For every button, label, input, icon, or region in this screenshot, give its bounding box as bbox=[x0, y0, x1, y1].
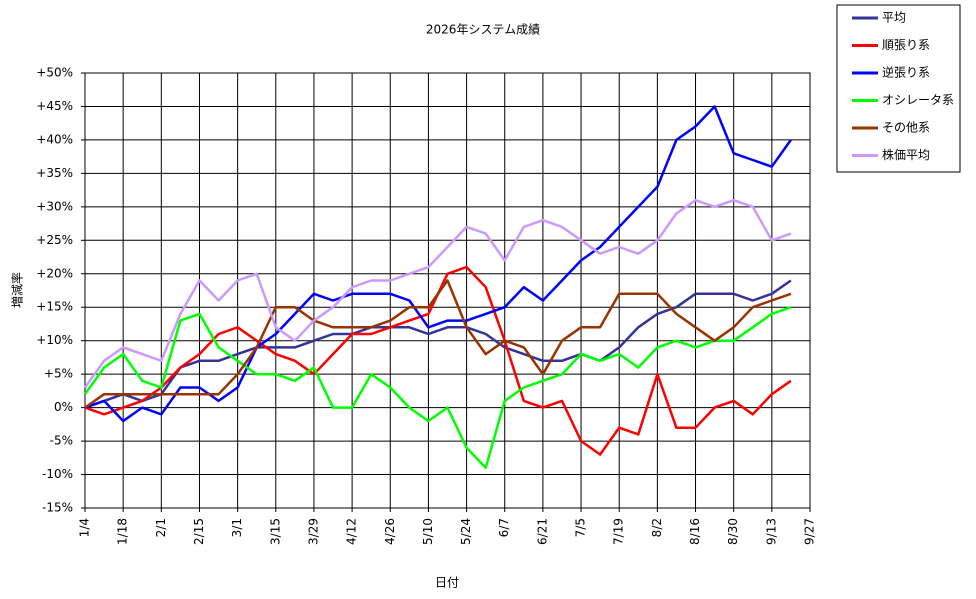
y-tick-label: +5% bbox=[44, 367, 73, 381]
y-tick-label: +40% bbox=[36, 132, 73, 146]
y-tick-label: +20% bbox=[36, 266, 73, 280]
x-tick-label: 5/10 bbox=[421, 518, 435, 545]
y-tick-label: -15% bbox=[42, 501, 73, 515]
chart-title: 2026年システム成績 bbox=[426, 23, 540, 37]
y-axis-label: 増減率 bbox=[10, 272, 25, 308]
x-tick-label: 2/15 bbox=[192, 518, 206, 545]
x-tick-label: 6/7 bbox=[497, 518, 511, 537]
x-tick-label: 1/4 bbox=[78, 518, 92, 537]
legend-label: 平均 bbox=[882, 11, 906, 25]
x-tick-label: 3/1 bbox=[230, 518, 244, 537]
y-tick-label: +25% bbox=[36, 233, 73, 247]
x-tick-label: 8/2 bbox=[650, 518, 664, 537]
y-tick-label: 0% bbox=[54, 400, 73, 414]
y-tick-label: +45% bbox=[36, 99, 73, 113]
x-tick-label: 7/19 bbox=[612, 518, 626, 545]
x-tick-label: 4/12 bbox=[345, 518, 359, 545]
legend-label: 株価平均 bbox=[882, 147, 930, 162]
legend-label: 逆張り系 bbox=[882, 65, 930, 80]
y-tick-label: -10% bbox=[42, 467, 73, 481]
x-tick-label: 7/5 bbox=[574, 518, 588, 537]
series-line bbox=[84, 279, 792, 409]
plot-frame bbox=[84, 72, 811, 509]
y-tick-label: +50% bbox=[36, 66, 73, 80]
legend-label: オシレータ系 bbox=[882, 93, 954, 107]
x-tick-label: 9/13 bbox=[764, 518, 778, 545]
y-tick-label: +35% bbox=[36, 166, 73, 180]
y-tick-label: +15% bbox=[36, 300, 73, 314]
x-tick-label: 3/15 bbox=[268, 518, 282, 545]
y-tick-label: +30% bbox=[36, 199, 73, 213]
x-tick-label: 6/21 bbox=[535, 518, 549, 545]
x-tick-label: 1/18 bbox=[116, 518, 130, 545]
legend-label: 順張り系 bbox=[882, 38, 930, 52]
series-line bbox=[84, 105, 792, 423]
x-axis-label: 日付 bbox=[435, 576, 459, 590]
legend-label: その他系 bbox=[882, 121, 930, 135]
x-tick-label: 3/29 bbox=[306, 518, 320, 545]
series-line bbox=[84, 279, 792, 409]
x-tick-label: 8/16 bbox=[688, 518, 702, 545]
x-tick-label: 8/30 bbox=[726, 518, 740, 545]
x-tick-label: 2/1 bbox=[154, 518, 168, 537]
series-line bbox=[83, 198, 792, 389]
x-tick-label: 4/26 bbox=[383, 518, 397, 545]
y-tick-label: +10% bbox=[36, 333, 73, 347]
x-tick-label: 5/24 bbox=[459, 518, 473, 545]
x-tick-label: 9/27 bbox=[803, 518, 817, 545]
legend-box bbox=[836, 4, 961, 173]
y-tick-label: -5% bbox=[50, 434, 73, 448]
series-line bbox=[83, 306, 792, 470]
